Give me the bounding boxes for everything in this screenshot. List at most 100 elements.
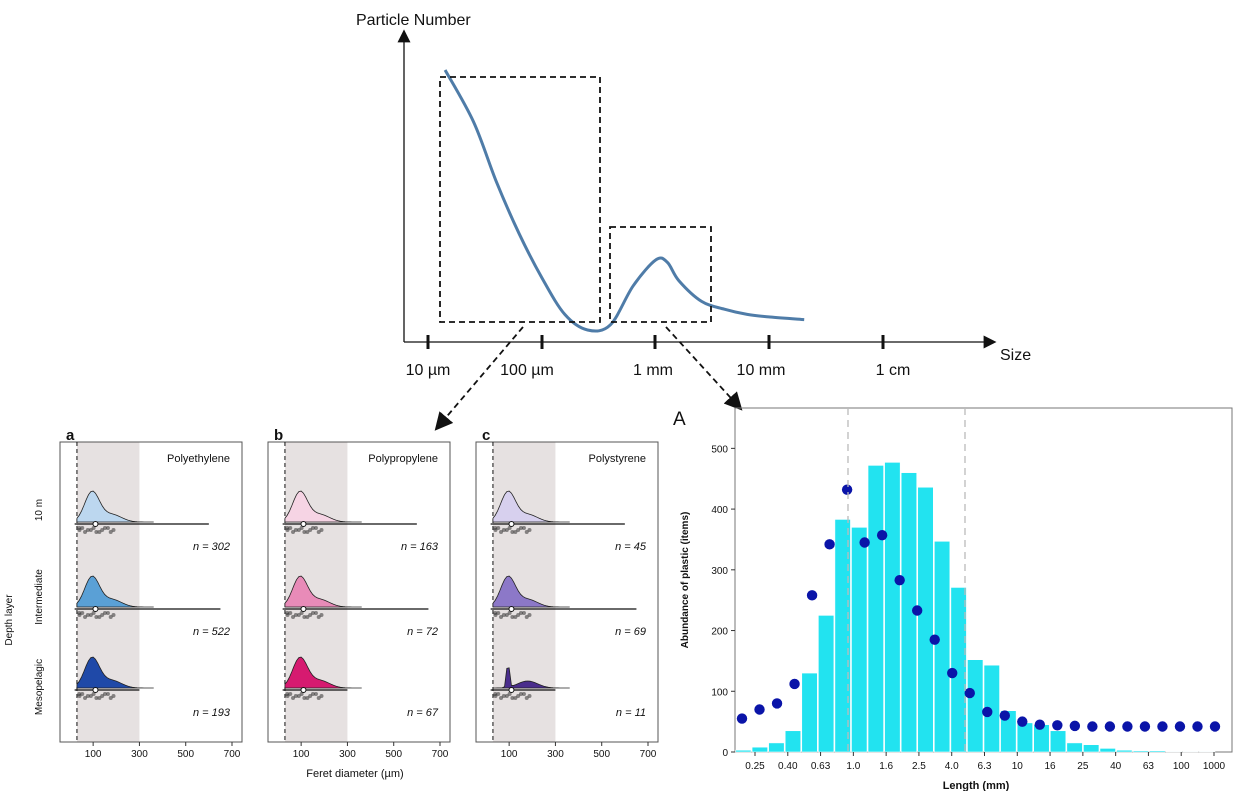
raw-point (296, 528, 301, 532)
sample-size-label: n = 11 (616, 707, 646, 719)
hist-point (1034, 719, 1046, 730)
hist-bar (801, 672, 818, 753)
raw-point (97, 696, 102, 700)
feret-x-tick-label: 500 (385, 749, 402, 760)
panel-letter-A: A (673, 409, 686, 430)
hist-point (1052, 720, 1063, 731)
hist-point (806, 590, 818, 601)
raw-point (499, 615, 504, 619)
top-x-tick-label: 10 µm (406, 362, 451, 379)
feret-panel-frame (267, 441, 451, 743)
hist-bar (867, 465, 884, 753)
raw-point (493, 694, 498, 698)
feret-x-tick-label: 300 (131, 749, 148, 760)
hist-point (1209, 721, 1221, 732)
hist-x-tick-label: 40 (1110, 761, 1122, 772)
raw-point (302, 530, 307, 534)
hist-point (929, 634, 940, 645)
hist-point (964, 687, 975, 699)
raw-point (516, 613, 521, 617)
hist-bar (1116, 749, 1133, 753)
raw-point (510, 615, 515, 619)
raw-point (105, 692, 110, 696)
feret-x-tick-label: 700 (432, 749, 449, 760)
raw-point (313, 692, 318, 696)
raw-point (501, 613, 506, 617)
raw-point (293, 528, 298, 532)
sample-size-label: n = 193 (193, 707, 231, 719)
arrow-to-feret-panels (434, 326, 524, 431)
raw-point (94, 696, 99, 700)
hist-bar (1132, 750, 1149, 753)
feret-x-tick-label: 500 (593, 749, 610, 760)
hist-x-tick-label: 1.6 (879, 761, 893, 772)
raw-point (100, 613, 105, 617)
hist-point (1017, 716, 1028, 727)
raw-point (85, 694, 90, 698)
raw-point (94, 615, 99, 619)
hist-point (841, 484, 853, 495)
top-x-tick-label: 1 mm (633, 362, 673, 379)
top-x-tick-label: 10 mm (737, 362, 786, 379)
density-ridge (492, 490, 570, 523)
feret-x-tick-label: 100 (293, 749, 310, 760)
hist-x-tick-label: 16 (1045, 761, 1057, 772)
raw-point (288, 692, 293, 696)
raw-point (310, 526, 315, 530)
raw-point (111, 528, 116, 532)
raw-point (296, 694, 301, 698)
feret-x-tick-label: 700 (640, 749, 657, 760)
raw-point (504, 613, 509, 617)
hist-point (754, 704, 765, 715)
raw-point (496, 692, 501, 696)
raw-point (288, 611, 293, 615)
microplastic-box (439, 76, 601, 323)
raw-point (313, 611, 318, 615)
raw-point (296, 613, 301, 617)
hist-bar (735, 749, 752, 753)
raw-point (105, 611, 110, 615)
hist-point (1174, 721, 1186, 732)
raw-point (499, 530, 504, 534)
hist-bar (1083, 744, 1100, 753)
raw-point (285, 613, 290, 617)
hist-point (1139, 721, 1151, 732)
raw-point (77, 694, 82, 698)
raw-point (493, 528, 498, 532)
hist-bar (1099, 748, 1116, 753)
raw-point (302, 696, 307, 700)
raw-point (527, 613, 532, 617)
top-x-tick-label: 1 cm (876, 362, 911, 379)
hist-point (824, 539, 835, 550)
raw-point (310, 692, 315, 696)
raw-point (305, 696, 310, 700)
raw-point (516, 694, 521, 698)
hist-x-tick-label: 10 (1012, 761, 1024, 772)
top-x-ticks: 10 µm 100 µm 1 mm 10 mm 1 cm (406, 335, 911, 379)
raw-point (88, 613, 93, 617)
raw-point (521, 692, 526, 696)
hist-bar (1149, 750, 1166, 753)
panel-letter: b (274, 427, 283, 444)
raw-point (313, 526, 318, 530)
raw-point (507, 611, 512, 615)
hist-bar (967, 659, 984, 753)
depth-layer-ylabel: Depth layer (4, 594, 15, 646)
hist-y-tick-label: 200 (711, 627, 728, 638)
raw-point (501, 694, 506, 698)
hist-xlabel: Length (mm) (943, 780, 1010, 791)
median-marker (300, 521, 307, 527)
hist-x-tick-label: 100 (1173, 761, 1190, 772)
raw-point (513, 530, 518, 534)
raw-point (83, 530, 88, 534)
hist-x-tick-label: 0.63 (811, 761, 831, 772)
raw-point (504, 528, 509, 532)
sample-size-label: n = 302 (193, 541, 230, 553)
raw-point (102, 692, 107, 696)
raw-point (499, 696, 504, 700)
hist-x-tick-label: 63 (1143, 761, 1155, 772)
top-x-tick-label: 100 µm (500, 362, 554, 379)
hist-point (876, 530, 888, 541)
hist-bar (768, 742, 785, 753)
raw-point (108, 615, 113, 619)
